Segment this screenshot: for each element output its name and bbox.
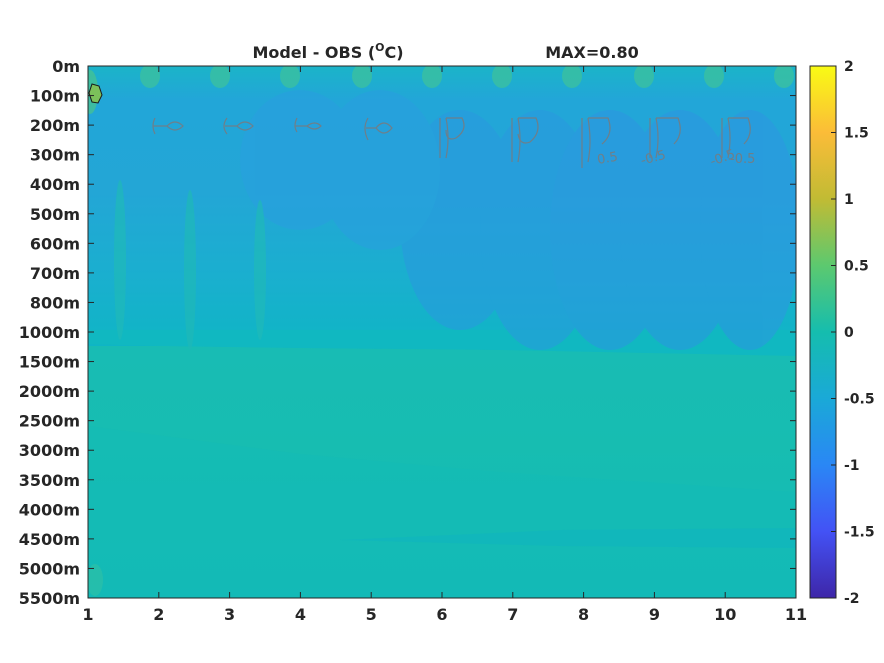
x-tick-label: 8 bbox=[578, 605, 589, 624]
x-tick-label: 11 bbox=[785, 605, 807, 624]
x-tick-label: 5 bbox=[366, 605, 377, 624]
x-tick-label: 3 bbox=[224, 605, 235, 624]
x-tick-label: 6 bbox=[436, 605, 447, 624]
x-tick-label: 9 bbox=[649, 605, 660, 624]
colorbar-tick-label: 0 bbox=[844, 325, 854, 341]
y-tick-label: 1000m bbox=[19, 323, 80, 342]
max-label: MAX=0.80 bbox=[545, 43, 639, 62]
y-tick-label: 4500m bbox=[19, 530, 80, 549]
colorbar-tick-label: 1.5 bbox=[844, 126, 869, 142]
y-tick-label: 2500m bbox=[19, 412, 80, 431]
colorbar-tick-label: 2 bbox=[844, 59, 854, 75]
colorbar-tick-label: 0.5 bbox=[844, 259, 869, 275]
y-tick-label: 100m bbox=[30, 87, 80, 106]
y-tick-label: 2000m bbox=[19, 382, 80, 401]
y-tick-label: 5500m bbox=[19, 589, 80, 608]
contour-label: -0.5 bbox=[730, 152, 755, 167]
x-tick-label: 4 bbox=[295, 605, 306, 624]
y-tick-label: 3000m bbox=[19, 441, 80, 460]
x-tick-label: 1 bbox=[82, 605, 93, 624]
y-tick-label: 800m bbox=[30, 293, 80, 312]
x-tick-label: 2 bbox=[153, 605, 164, 624]
deep-diagonal-band bbox=[88, 426, 796, 598]
y-tick-label: 4000m bbox=[19, 500, 80, 519]
y-tick-label: 5000m bbox=[19, 559, 80, 578]
y-axis: 0m 100m 200m 300m 400m 500m 600m 700m 800m 1000m 1… bbox=[19, 57, 796, 608]
plot-area: 0.5 -0.5 -0.5 -0.5 bbox=[88, 66, 796, 598]
colorbar-tick-label: 1 bbox=[844, 192, 854, 208]
contour-label: 0.5 bbox=[596, 150, 619, 168]
chart-title: Model - OBS (OC) bbox=[252, 41, 403, 62]
cool-patches bbox=[240, 90, 796, 350]
x-tick-label: 7 bbox=[507, 605, 518, 624]
contour-0.5 bbox=[88, 83, 103, 104]
colorbar-tick-label: -0.5 bbox=[844, 392, 875, 408]
x-tick-label: 10 bbox=[714, 605, 736, 624]
y-tick-label: 700m bbox=[30, 264, 80, 283]
colorbar-tick-label: -1.5 bbox=[844, 525, 875, 541]
colorbar: 2 1.5 1 0.5 0 -0.5 -1 -1.5 -2 bbox=[809, 59, 875, 607]
deep-4500m-band bbox=[340, 528, 796, 548]
colorbar-tick-label: -1 bbox=[844, 458, 860, 474]
y-tick-label: 400m bbox=[30, 175, 80, 194]
y-tick-label: 0m bbox=[52, 57, 80, 76]
surface-streaks bbox=[88, 66, 794, 596]
contour-labels: 0.5 -0.5 -0.5 -0.5 bbox=[596, 147, 755, 170]
y-tick-label: 1500m bbox=[19, 353, 80, 372]
contour-lines-minus-0.5 bbox=[152, 117, 751, 168]
y-tick-label: 300m bbox=[30, 146, 80, 165]
y-tick-label: 500m bbox=[30, 205, 80, 224]
y-tick-label: 3500m bbox=[19, 471, 80, 490]
y-tick-label: 200m bbox=[30, 116, 80, 135]
colorbar-ticks: 2 1.5 1 0.5 0 -0.5 -1 -1.5 -2 bbox=[831, 59, 875, 607]
y-tick-label: 600m bbox=[30, 234, 80, 253]
contour-label: -0.5 bbox=[639, 148, 667, 169]
colorbar-tick-label: -2 bbox=[844, 591, 860, 607]
x-axis: 1 2 3 4 5 6 7 8 9 10 11 bbox=[82, 66, 807, 624]
